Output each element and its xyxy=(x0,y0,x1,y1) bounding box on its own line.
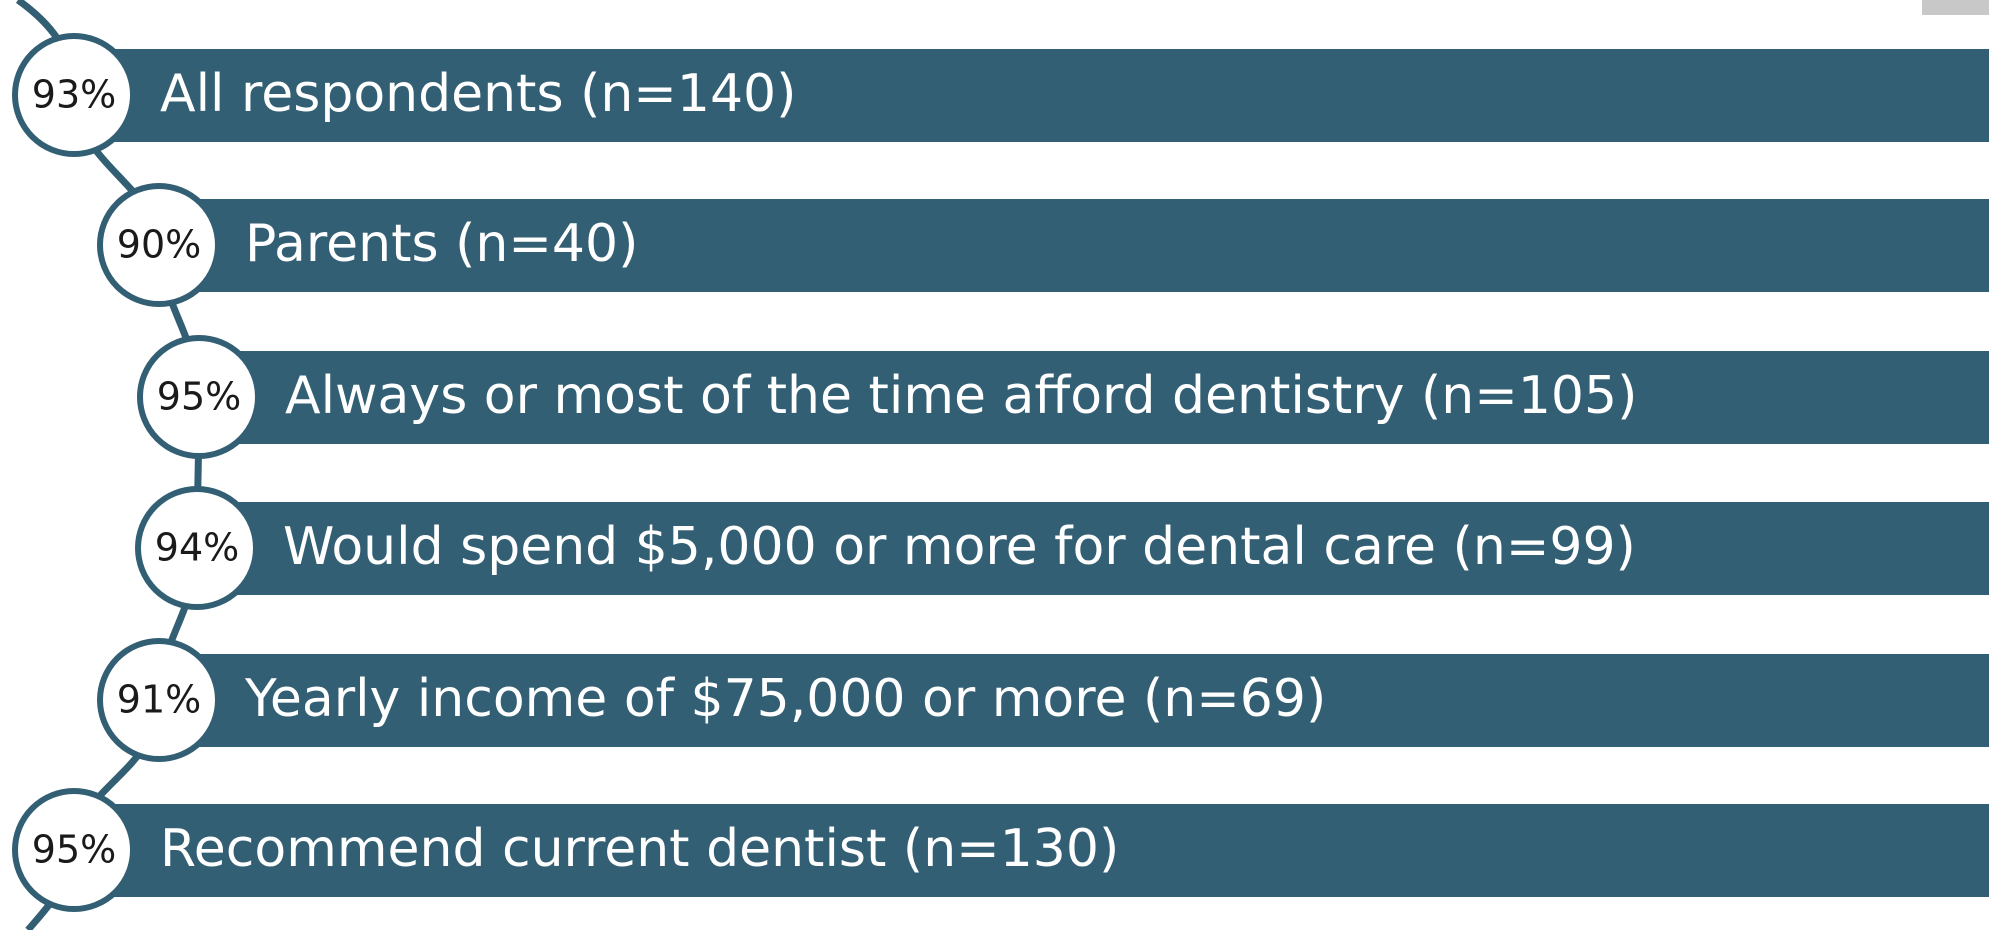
percent-text: 95% xyxy=(157,375,241,419)
percent-circle xyxy=(12,788,136,912)
row-bar xyxy=(199,351,1989,444)
rows: 93% All respondents (n=140) 90% Parents (n=… xyxy=(12,33,1989,912)
row-bar xyxy=(197,502,1989,595)
percent-text: 90% xyxy=(117,223,201,267)
percent-circle xyxy=(12,33,136,157)
percent-text: 91% xyxy=(117,678,201,722)
row-bar xyxy=(74,49,1989,142)
corner-tab xyxy=(1922,0,1989,15)
row-label: All respondents (n=140) xyxy=(160,64,796,124)
percent-text: 94% xyxy=(155,526,239,570)
row-bar xyxy=(159,199,1989,292)
row-label: Always or most of the time afford dentis… xyxy=(285,366,1637,426)
row-bar xyxy=(74,804,1989,897)
percent-text: 93% xyxy=(32,73,116,117)
row-label: Would spend $5,000 or more for dental ca… xyxy=(283,517,1636,577)
percent-text: 95% xyxy=(32,828,116,872)
percent-circle xyxy=(137,335,261,459)
row-label: Yearly income of $75,000 or more (n=69) xyxy=(244,669,1326,729)
percent-circle xyxy=(135,486,259,610)
row-label: Parents (n=40) xyxy=(245,214,638,274)
percent-circle xyxy=(97,183,221,307)
row-bar xyxy=(159,654,1989,747)
percent-circle xyxy=(97,638,221,762)
row-label: Recommend current dentist (n=130) xyxy=(160,819,1119,879)
